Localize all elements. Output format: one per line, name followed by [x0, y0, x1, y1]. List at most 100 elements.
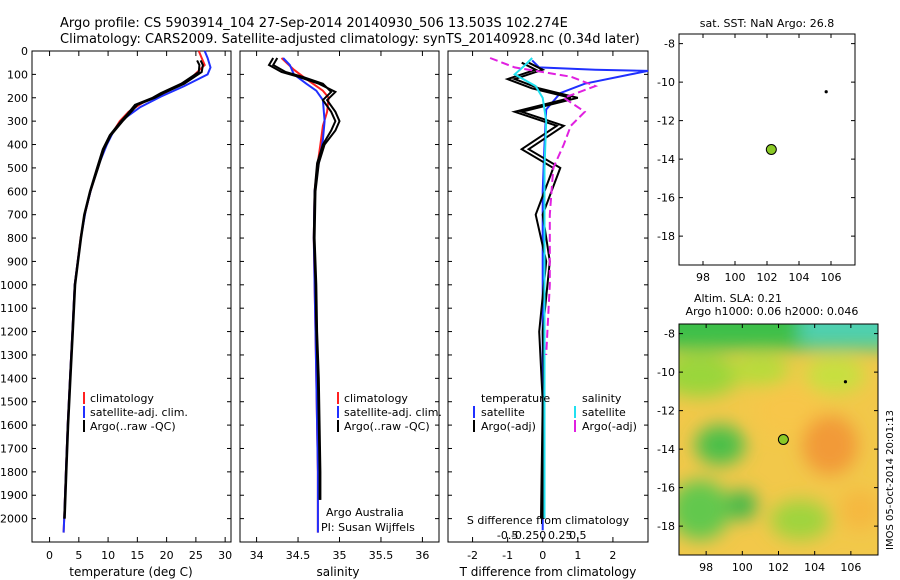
series-line-argo-raw-qc- [63, 59, 201, 519]
temperature-axes: 0 5 10 15 20 25 300100200300400500600700800900… [0, 45, 232, 562]
salinity-axes: 34 34.5 35 35.5 36 [240, 50, 439, 562]
x-tick-label: 2 [609, 549, 616, 562]
legend-s-argo: Argo(-adj) [582, 420, 637, 433]
map-x-tick-label: 100 [732, 561, 753, 574]
map-y-tick-label: -10 [657, 366, 675, 379]
credit-line-1: Argo Australia [326, 506, 404, 519]
map-y-tick-label: -16 [657, 482, 675, 495]
legend-salinity-title: salinity [582, 392, 622, 405]
header-line-2: Climatology: CARS2009. Satellite-adjuste… [60, 32, 640, 47]
salinity-xlabel: salinity [316, 565, 359, 579]
temperature-xlabel: temperature (deg C) [69, 565, 192, 579]
legend-argo: Argo(..raw -QC) [344, 420, 430, 433]
map-y-tick-label: -18 [657, 230, 675, 243]
x-tick-label: 5 [75, 549, 82, 562]
map-x-tick-label: 102 [757, 271, 778, 284]
series-line-argo-raw-qc- [267, 57, 341, 500]
sla-map-panel: Altim. SLA: 0.21 Argo h1000: 0.06 h2000:… [657, 292, 879, 574]
temperature-panel: 0 5 10 15 20 25 300100200300400500600700800900… [0, 45, 232, 579]
island-marker [824, 90, 828, 94]
series-line-argo-adj- [504, 61, 572, 519]
x-tick-label: 36 [415, 549, 429, 562]
difference-legend: temperature salinity satellite Argo(-adj… [473, 392, 637, 433]
map-y-tick-label: -12 [657, 115, 675, 128]
y-tick-label: 1400 [0, 372, 28, 385]
y-tick-label: 400 [7, 139, 28, 152]
salinity-plot-area [267, 57, 341, 533]
y-tick-label: 1200 [0, 326, 28, 339]
y-tick-label: 200 [7, 92, 28, 105]
credit-line-2: PI: Susan Wijffels [321, 521, 415, 534]
sst-map-plot-area [765, 90, 828, 155]
difference-plot-frame [447, 50, 649, 543]
salinity-panel: 34 34.5 35 35.5 36 salinity climatology sate… [239, 50, 442, 579]
temperature-plot-frame [31, 50, 232, 543]
y-tick-label: 1300 [0, 349, 28, 362]
series-line-argo-raw-qc- [271, 57, 337, 500]
y-tick-label: 1000 [0, 279, 28, 292]
float-position-marker [765, 144, 777, 155]
legend-s-satellite: satellite [582, 406, 626, 419]
map-y-tick-label: -12 [657, 405, 675, 418]
x-tick-label: 35 [333, 549, 347, 562]
salinity-diff-xlabel: S difference from climatology [467, 514, 630, 527]
legend-climatology: climatology [344, 392, 408, 405]
series-line-satellite-adj-clim- [62, 50, 212, 533]
x-tick-label: 34.5 [286, 549, 311, 562]
legend-satellite: satellite-adj. clim. [344, 406, 442, 419]
x-tick-label: 30 [218, 549, 232, 562]
series-line-argo-raw-qc- [63, 59, 204, 519]
y-tick-label: 0 [21, 45, 28, 58]
map-y-tick-label: -8 [664, 328, 675, 341]
x-tick-label: 25 [189, 549, 203, 562]
float-position-marker [777, 434, 789, 445]
map-x-tick-label: 98 [696, 271, 710, 284]
legend-temperature-title: temperature [481, 392, 550, 405]
difference-axes: -2 -1 0 1 2 -0.5-0.25 0 0.250.5 [448, 50, 648, 562]
y-tick-label: 1600 [0, 419, 28, 432]
map-x-tick-label: 100 [725, 271, 746, 284]
sla-map-plot-area [777, 380, 848, 445]
x-tick-label: 35.5 [369, 549, 394, 562]
map-y-tick-label: -14 [657, 153, 675, 166]
x-tick-label: -2 [467, 549, 478, 562]
legend-t-argo: Argo(-adj) [481, 420, 536, 433]
map-x-tick-label: 106 [840, 561, 861, 574]
legend-argo: Argo(..raw -QC) [90, 420, 176, 433]
map-x-tick-label: 102 [768, 561, 789, 574]
y-tick-label: 600 [7, 185, 28, 198]
map-x-tick-label: 98 [699, 561, 713, 574]
x-tick-label: 0 [46, 549, 53, 562]
side-stamp: IMOS 05-Oct-2014 20:01:13 [885, 410, 896, 550]
sst-map-axes: 98 100 102 104 106 -8 -10 -12 -14 -16 -18 [657, 34, 855, 284]
y-tick-label: 2000 [0, 513, 28, 526]
sst-map-panel: sat. SST: NaN Argo: 26.8 98 100 102 104 106 -… [657, 17, 856, 284]
sla-map-title-2: Argo h1000: 0.06 h2000: 0.046 [686, 305, 859, 318]
difference-panel: -2 -1 0 1 2 -0.5-0.25 0 0.250.5 S difference fr… [447, 50, 649, 579]
map-y-tick-label: -18 [657, 520, 675, 533]
header-line-1: Argo profile: CS 5903914_104 27-Sep-2014… [60, 16, 568, 31]
sla-map-title-1: Altim. SLA: 0.21 [694, 292, 782, 305]
sla-heatmap-field [679, 324, 878, 540]
series-line-climatology [62, 50, 206, 533]
y-tick-label: 100 [7, 68, 28, 81]
series-line-argo-adj- [489, 57, 599, 356]
map-y-tick-label: -8 [664, 38, 675, 51]
map-y-tick-label: -10 [657, 76, 675, 89]
sst-map-title: sat. SST: NaN Argo: 26.8 [700, 17, 834, 30]
y-tick-label: 1900 [0, 489, 28, 502]
x-tick-label: 1 [574, 549, 581, 562]
y-tick-label: 1500 [0, 396, 28, 409]
temperature-legend: climatology satellite-adj. clim. Argo(..… [83, 392, 188, 433]
difference-plot-area [489, 57, 649, 531]
x-tick-label: 0 [539, 549, 546, 562]
x-tick-label: 10 [101, 549, 115, 562]
map-x-tick-label: 104 [789, 271, 810, 284]
series-line-climatology [280, 57, 330, 533]
y-tick-label: 800 [7, 232, 28, 245]
map-x-tick-label: 106 [821, 271, 842, 284]
x-tick-label: 20 [160, 549, 174, 562]
x-tick-label: -1 [502, 549, 513, 562]
y-tick-label: 1800 [0, 466, 28, 479]
y-tick-label: 500 [7, 162, 28, 175]
